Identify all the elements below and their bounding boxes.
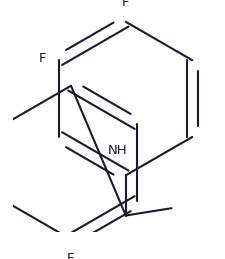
Text: F: F (39, 52, 46, 65)
Text: NH: NH (107, 144, 127, 157)
Text: F: F (67, 252, 74, 259)
Text: F: F (122, 0, 129, 9)
